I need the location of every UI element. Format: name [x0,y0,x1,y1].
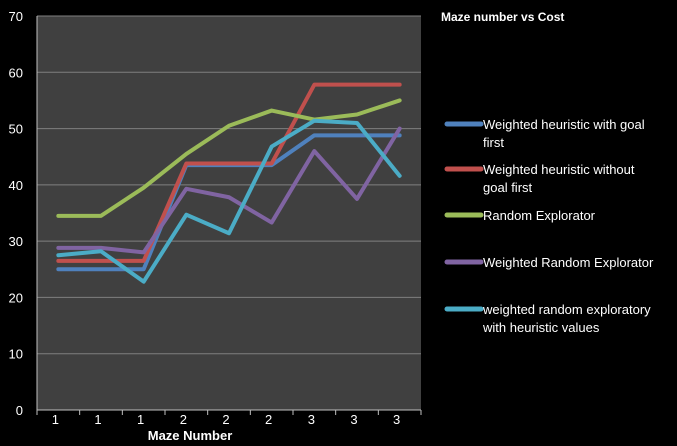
y-tick-label: 30 [9,234,23,249]
x-axis-ticks: 1 1 1 2 2 2 3 3 3 [36,410,422,427]
x-tick-label: 2 [222,412,229,427]
y-tick-label: 50 [9,122,23,137]
plot-area [37,16,421,410]
legend-label-2: goal first [483,180,533,195]
series-line-5 [56,118,402,284]
legend-label-2: Weighted heuristic without [483,162,635,177]
y-tick-label: 20 [9,290,23,305]
x-tick-label: 1 [94,412,101,427]
x-tick-label: 3 [308,412,315,427]
y-tick-label: 0 [16,403,23,418]
legend-label-3: Random Explorator [483,208,596,223]
gridlines [36,15,421,411]
x-tick-label: 3 [393,412,400,427]
x-tick-label: 1 [137,412,144,427]
series-line-4 [56,126,402,255]
x-tick-label: 2 [265,412,272,427]
x-axis-label: Maze Number [148,428,233,443]
legend-label-5: with heuristic values [482,320,600,335]
y-axis-ticks: 0 10 20 30 40 50 60 70 [9,9,23,418]
y-tick-label: 40 [9,178,23,193]
legend-label-5: weighted random exploratory [482,302,651,317]
x-tick-label: 3 [350,412,357,427]
x-tick-label: 1 [52,412,59,427]
series-line-3 [56,98,402,218]
x-tick-label: 2 [180,412,187,427]
chart-title: Maze number vs Cost [441,10,564,24]
legend: Weighted heuristic with goal first Weighte… [444,117,654,335]
y-tick-label: 10 [9,347,23,362]
legend-label-1: Weighted heuristic with goal [483,117,645,132]
y-tick-label: 60 [9,65,23,80]
legend-label-4: Weighted Random Explorator [483,255,654,270]
series-lines [56,82,402,284]
y-tick-label: 70 [9,9,23,24]
legend-label-1: first [483,135,504,150]
